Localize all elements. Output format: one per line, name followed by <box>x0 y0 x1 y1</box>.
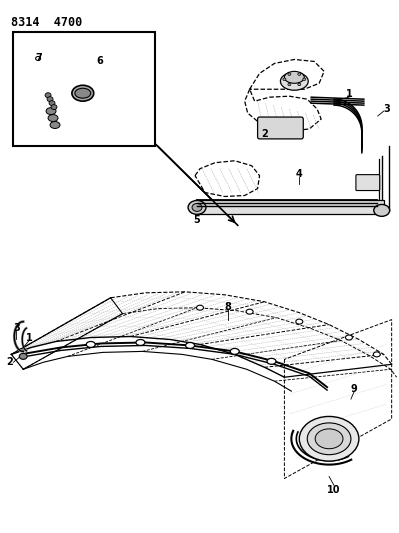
Ellipse shape <box>188 200 206 214</box>
Ellipse shape <box>267 358 276 365</box>
Ellipse shape <box>136 340 145 345</box>
Ellipse shape <box>86 342 95 348</box>
Text: 8: 8 <box>224 302 231 312</box>
Ellipse shape <box>46 108 56 115</box>
Text: 8314  4700: 8314 4700 <box>11 16 83 29</box>
Ellipse shape <box>373 352 380 357</box>
Bar <box>13 31 155 146</box>
Text: 5: 5 <box>194 215 200 225</box>
FancyBboxPatch shape <box>356 175 380 190</box>
Ellipse shape <box>374 205 390 216</box>
Ellipse shape <box>284 71 304 83</box>
Text: 7: 7 <box>36 53 43 63</box>
Text: 2: 2 <box>6 357 13 367</box>
Text: 2: 2 <box>261 129 268 139</box>
Ellipse shape <box>288 83 291 86</box>
Ellipse shape <box>48 115 58 122</box>
Text: 6: 6 <box>96 56 103 67</box>
Ellipse shape <box>50 122 60 128</box>
Ellipse shape <box>346 335 352 340</box>
Text: 3: 3 <box>383 104 390 114</box>
Text: 9: 9 <box>351 384 357 394</box>
Bar <box>195 200 384 214</box>
Ellipse shape <box>283 78 286 80</box>
FancyBboxPatch shape <box>258 117 303 139</box>
Text: 1: 1 <box>346 89 352 99</box>
Ellipse shape <box>192 204 202 212</box>
Ellipse shape <box>36 56 41 60</box>
Text: 10: 10 <box>327 486 341 496</box>
Ellipse shape <box>315 429 343 449</box>
Ellipse shape <box>47 96 53 102</box>
Ellipse shape <box>307 423 351 455</box>
Ellipse shape <box>246 309 253 314</box>
Ellipse shape <box>303 78 306 80</box>
Ellipse shape <box>280 72 308 90</box>
Ellipse shape <box>51 104 57 110</box>
Ellipse shape <box>296 319 303 324</box>
Text: 3: 3 <box>13 322 20 333</box>
Ellipse shape <box>72 85 94 101</box>
Ellipse shape <box>299 416 359 461</box>
Ellipse shape <box>75 88 91 98</box>
Ellipse shape <box>45 93 51 98</box>
Ellipse shape <box>197 305 203 310</box>
Ellipse shape <box>230 349 239 354</box>
Ellipse shape <box>288 73 291 75</box>
Text: 1: 1 <box>26 333 33 343</box>
Ellipse shape <box>19 353 27 359</box>
Ellipse shape <box>298 73 301 75</box>
Text: 4: 4 <box>296 168 303 179</box>
Ellipse shape <box>186 343 195 349</box>
Ellipse shape <box>298 83 301 86</box>
Ellipse shape <box>49 101 55 106</box>
